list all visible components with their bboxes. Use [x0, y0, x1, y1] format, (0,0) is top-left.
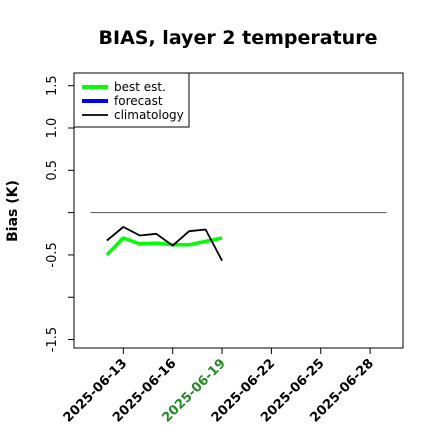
legend-label: forecast	[114, 94, 163, 108]
x-axis: 2025-06-132025-06-162025-06-192025-06-22…	[61, 348, 377, 426]
series-line-climatology	[106, 226, 223, 262]
y-tick-label: -1.5	[45, 327, 60, 352]
y-tick-label: -0.5	[45, 242, 60, 267]
y-tick-label: 1.5	[45, 75, 60, 96]
series-layer	[90, 212, 387, 262]
plot-frame	[73, 72, 404, 349]
series-line-best-est	[105, 236, 223, 257]
y-axis-label: Bias (K)	[5, 180, 21, 242]
y-tick-label: 0.5	[45, 160, 60, 181]
legend-box	[73, 72, 190, 128]
legend-label: best est.	[114, 80, 166, 94]
chart-title: BIAS, layer 2 temperature	[99, 27, 378, 49]
legend-label: climatology	[114, 108, 184, 122]
y-axis: -1.5 -0.5 0.5 1.0 1.5	[45, 75, 74, 352]
y-tick-label: 1.0	[45, 118, 60, 139]
